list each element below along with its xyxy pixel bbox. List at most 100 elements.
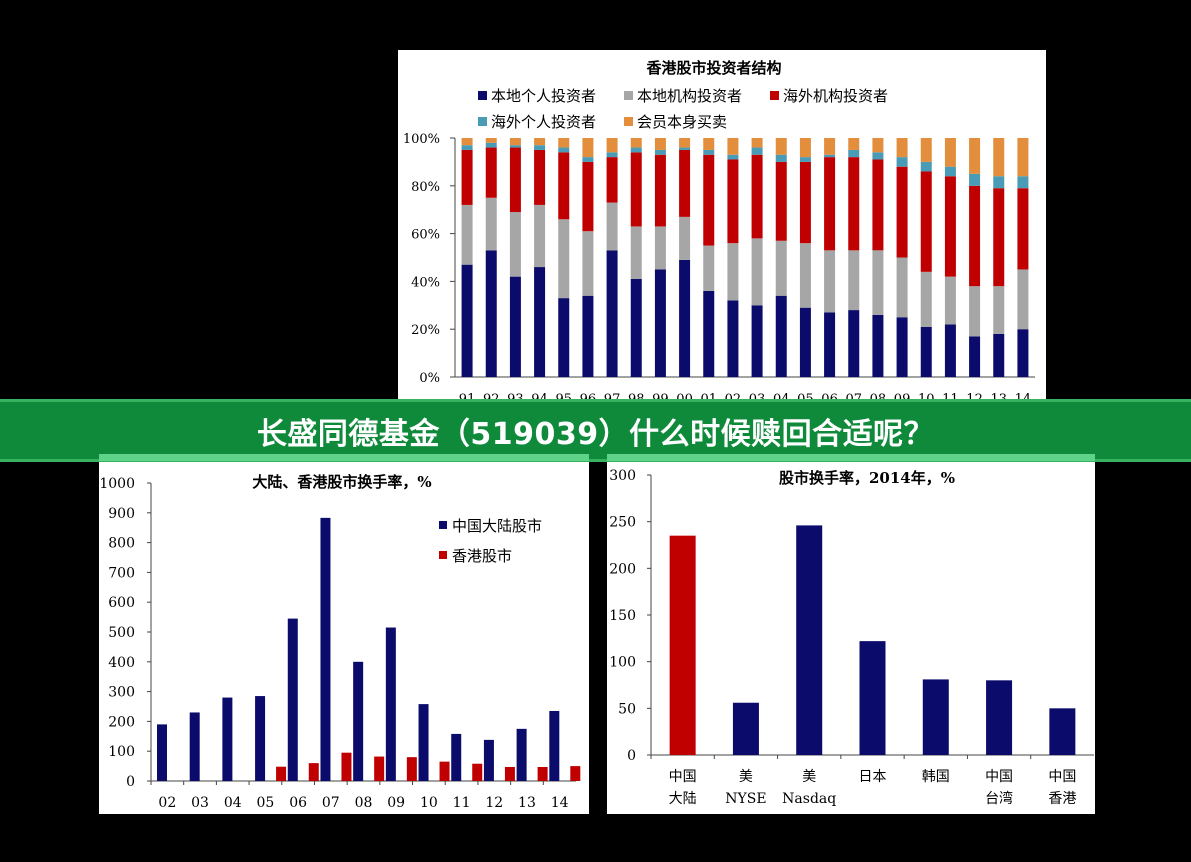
legend-label: 本地个人投资者: [491, 87, 596, 105]
bar-segment: [775, 161, 787, 241]
bar-segment: [872, 314, 884, 377]
bar: [320, 517, 331, 781]
bar: [472, 763, 483, 781]
x-tick-label: 06: [289, 795, 307, 811]
bar: [504, 766, 515, 781]
banner-title: 长盛同德基金（519039）什么时候赎回合适呢？: [256, 416, 935, 452]
bar-segment: [824, 154, 836, 158]
bar: [406, 757, 417, 781]
bar-segment: [824, 312, 836, 377]
bar: [922, 679, 949, 755]
y-tick-label: 800: [108, 536, 135, 552]
bar-segment: [727, 243, 739, 301]
bar-segment: [654, 138, 666, 150]
x-tick-label: 11: [453, 795, 471, 811]
legend-swatch: [478, 117, 487, 126]
bar: [732, 702, 759, 755]
banner-edge-top: [0, 399, 1191, 402]
bar-segment: [799, 138, 811, 158]
bar: [385, 627, 396, 781]
bar-segment: [630, 138, 642, 148]
bar-segment: [993, 286, 1005, 334]
x-tick-label: 中国: [669, 769, 697, 785]
y-tick-label: 700: [108, 565, 135, 581]
y-tick-label: 250: [609, 515, 636, 531]
bar-segment: [654, 269, 666, 377]
chart-title: 大陆、香港股市换手率，%: [252, 473, 431, 491]
x-tick-label: 中国: [1048, 769, 1076, 785]
y-tick-label: 300: [609, 468, 636, 484]
x-tick-label: 中国: [985, 769, 1013, 785]
bar-segment: [582, 295, 594, 377]
bar-segment: [679, 259, 691, 377]
legend-label: 香港股市: [452, 547, 512, 565]
bar-segment: [775, 240, 787, 296]
bar: [276, 766, 287, 781]
bar-segment: [461, 204, 473, 265]
bar-segment: [896, 157, 908, 167]
bar-segment: [896, 138, 908, 158]
x-tick-label: Nasdaq: [782, 791, 836, 807]
x-tick-label: 日本: [859, 769, 887, 785]
bar-segment: [751, 238, 763, 306]
bar-segment: [509, 138, 521, 146]
y-tick-label: 500: [108, 625, 135, 641]
bar-segment: [727, 159, 739, 244]
bar-segment: [679, 138, 691, 148]
bar: [986, 680, 1013, 755]
right-chart-top-strip: [607, 454, 1095, 461]
bar-segment: [509, 145, 521, 148]
bar-segment: [920, 171, 932, 272]
bar-segment: [920, 161, 932, 172]
bar-segment: [1017, 176, 1029, 189]
bar: [353, 661, 364, 781]
bar: [255, 696, 266, 781]
legend-label: 本地机构投资者: [637, 87, 742, 105]
bar-segment: [630, 279, 642, 377]
bar-segment: [558, 298, 570, 377]
bar-segment: [703, 290, 715, 377]
bar-segment: [727, 300, 739, 377]
bar-segment: [896, 257, 908, 318]
bar-segment: [485, 142, 497, 148]
bar-segment: [775, 295, 787, 377]
bar-segment: [824, 157, 836, 251]
bar-segment: [485, 147, 497, 198]
bar-segment: [848, 250, 860, 311]
y-tick-label: 100: [108, 744, 135, 760]
bar-segment: [534, 267, 546, 377]
y-tick-label: 1000: [99, 476, 135, 492]
bar: [483, 739, 494, 781]
bar-segment: [703, 154, 715, 246]
bar-segment: [920, 326, 932, 377]
legend-swatch: [770, 91, 779, 100]
bar-segment: [727, 154, 739, 160]
x-tick-label: 09: [387, 795, 405, 811]
legend-label: 中国大陆股市: [452, 517, 542, 535]
title-banner: 长盛同德基金（519039）什么时候赎回合适呢？: [0, 399, 1191, 462]
bar-segment: [944, 166, 956, 177]
bar-segment: [969, 185, 981, 287]
bar-segment: [558, 152, 570, 220]
bar-segment: [630, 147, 642, 153]
bar-segment: [1017, 329, 1029, 377]
bar-segment: [461, 138, 473, 146]
bar-segment: [461, 149, 473, 205]
y-tick-label: 100%: [403, 132, 440, 147]
bar-segment: [969, 286, 981, 337]
legend-swatch: [439, 551, 447, 559]
bar-segment: [944, 276, 956, 325]
bar: [189, 712, 200, 781]
x-tick-label: 02: [158, 795, 176, 811]
y-tick-label: 0%: [419, 371, 440, 386]
x-tick-label: 韩国: [922, 769, 950, 785]
bar-segment: [993, 188, 1005, 287]
bar: [537, 766, 548, 781]
bar-segment: [654, 149, 666, 155]
bar: [859, 641, 886, 755]
bar-segment: [534, 145, 546, 150]
turnover-svg: 大陆、香港股市换手率，% 0 100 200 300 400 500 600 700 800 900…: [99, 473, 581, 811]
x-tick-label: NYSE: [725, 791, 766, 807]
bar-segment: [775, 138, 787, 155]
bar-segment: [703, 138, 715, 150]
